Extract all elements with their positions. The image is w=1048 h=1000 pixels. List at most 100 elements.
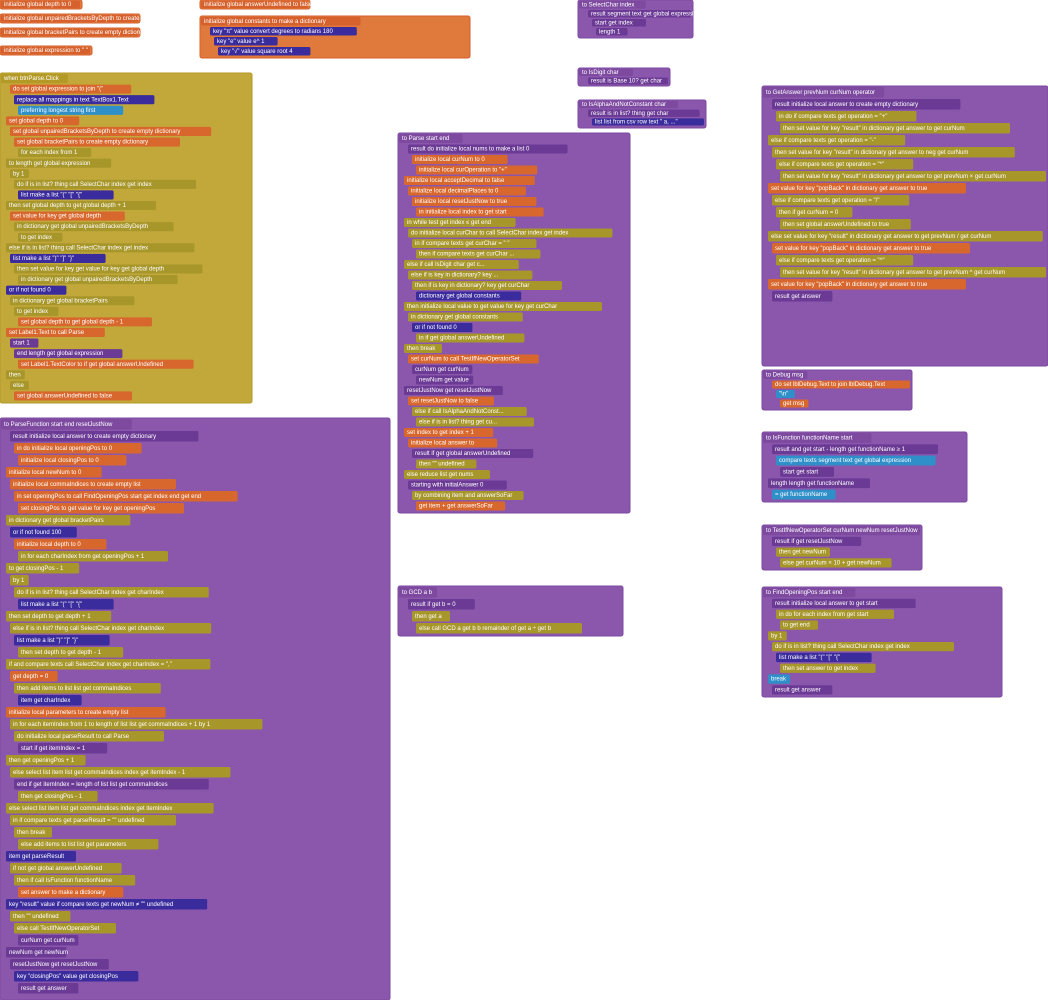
block-row	[780, 123, 1010, 134]
block-text: list make a list ")" "]" "}"	[13, 256, 74, 262]
block-group[interactable]: to GCD a b result if get b = 0 then get a e…	[397, 585, 624, 637]
block-row	[588, 77, 668, 85]
block-text: set global depth to get global depth - 1	[21, 319, 124, 325]
block-row	[14, 779, 209, 790]
block-header: to Parse start end	[402, 136, 449, 142]
block-text: initialize local closingPos to 0	[21, 458, 99, 464]
block-row	[780, 267, 1046, 278]
block-group[interactable]: to IsDigit char result is Base 10? get ch…	[577, 67, 671, 87]
block-group[interactable]: to FindOpeningPos start end result initia…	[761, 586, 1003, 698]
block-row	[1, 47, 90, 54]
block-text: else set value for key "result" in dicti…	[771, 234, 991, 240]
block-text: set index to get index + 1	[407, 430, 475, 436]
block-row	[776, 652, 872, 663]
block-row	[412, 281, 562, 290]
block-group[interactable]: initialize global bracketPairs to create…	[0, 27, 148, 38]
block-text: else	[13, 383, 25, 389]
block-row	[404, 302, 602, 311]
block-row	[6, 158, 112, 168]
block-row	[412, 407, 527, 416]
block-row	[18, 695, 82, 706]
block-row	[404, 218, 516, 227]
block-row	[14, 443, 142, 454]
block-text: then break	[17, 830, 46, 836]
block-row	[18, 551, 168, 562]
block-row	[6, 285, 67, 295]
block-text: set value for key "popBack" in dictionar…	[775, 246, 932, 252]
block-text: do set global expression to join "("	[13, 87, 103, 93]
block-text: in initialize local index to get start	[419, 210, 507, 216]
block-group[interactable]: to IsFunction functionName start result a…	[761, 431, 968, 503]
block-text: or if not found 0	[415, 325, 457, 331]
block-group[interactable]: to SelectChar index result segment text g…	[577, 0, 700, 39]
block-row	[18, 275, 178, 285]
block-group[interactable]: to GetAnswer prevNum curNum operator resu…	[761, 85, 1048, 367]
block-group[interactable]: initialize global constants to make a di…	[199, 15, 471, 59]
block-text: initialize local newNum to 0	[9, 470, 82, 476]
block-row	[768, 279, 966, 290]
block-row	[776, 111, 917, 122]
block-text: initialize local depth to 0	[17, 542, 81, 548]
block-text: newNum get newNum	[9, 950, 68, 956]
block-text: else if is in list? thing call SelectCha…	[13, 626, 164, 632]
block-row	[776, 159, 914, 170]
block-row	[763, 433, 872, 443]
block-row	[6, 116, 80, 126]
block-row	[412, 365, 473, 374]
block-row	[10, 623, 212, 634]
block-row	[10, 126, 212, 136]
block-text: in if get global answerUndefined	[419, 336, 504, 342]
block-row	[416, 165, 538, 175]
block-row	[1, 29, 138, 36]
block-row	[6, 899, 208, 910]
block-row	[776, 390, 795, 398]
block-group[interactable]: to Debug msg do set lblDebug.Text to join…	[761, 369, 913, 411]
block-text: else call TestIfNewOperatorSet	[17, 926, 100, 932]
block-group[interactable]: to IsAlphaAndNotConstant char result is i…	[577, 99, 707, 129]
block-text: item get charIndex	[21, 698, 70, 704]
block-group[interactable]: initialize global answerUndefined to fal…	[199, 0, 313, 10]
block-header: to Debug msg	[766, 373, 803, 379]
block-text: get depth = 0	[13, 674, 49, 680]
block-header: to FindOpeningPos start end	[766, 590, 842, 596]
block-group[interactable]: initialize global expression to " "	[0, 45, 93, 56]
block-row	[18, 983, 79, 994]
block-text: result if get global answerUndefined	[415, 451, 510, 457]
block-text: item get parseResult	[9, 854, 64, 860]
block-text: then set value for key "result" in dicti…	[783, 126, 965, 132]
block-text: set Label1.Text to call Parse	[9, 330, 85, 336]
block-header: to IsDigit char	[582, 70, 619, 76]
block-row	[780, 620, 818, 630]
block-text: in do if compare texts get operation = "…	[779, 114, 887, 120]
block-text: or if not found 0	[9, 288, 51, 294]
block-row	[10, 959, 109, 970]
block-text: start if get itemIndex = 1	[21, 746, 86, 752]
block-group[interactable]: initialize global depth to 0	[0, 0, 83, 10]
block-row	[10, 380, 29, 390]
block-row	[6, 707, 166, 718]
block-text: by 1	[13, 578, 25, 584]
block-text: in dictionary get global bracketPairs	[13, 298, 108, 304]
block-group[interactable]: to ParseFunction start end resetJustNow r…	[0, 417, 391, 1000]
block-text: length length get functionName	[771, 481, 855, 487]
block-group[interactable]: to Parse start end result do initialize l…	[397, 132, 631, 514]
block-text: result initialize local answer to get st…	[775, 601, 878, 607]
block-row	[772, 444, 938, 455]
block-row	[404, 386, 503, 395]
block-row	[10, 84, 132, 94]
block-text: by combining item and answerSoFar	[415, 493, 512, 499]
block-group[interactable]: when btnParse.Click do set global express…	[0, 72, 253, 404]
block-text: then set answer to get index	[783, 666, 858, 672]
block-header: initialize global unpairedBracketsByDept…	[4, 16, 185, 22]
block-text: in do for each index from get start	[779, 612, 869, 618]
block-row	[18, 791, 98, 802]
block-text: in do initialize local openingPos to 0	[17, 446, 113, 452]
block-text: in dictionary get global bracketPairs	[9, 518, 104, 524]
block-text: set global depth to 0	[9, 118, 64, 124]
block-text: replace all mappings in text TextBox1.Te…	[17, 97, 129, 103]
block-text: dictionary get global constants	[419, 294, 500, 300]
block-row	[772, 489, 836, 500]
block-group[interactable]: initialize global unpairedBracketsByDept…	[0, 13, 185, 24]
block-text: then get openingPos + 1	[9, 758, 75, 764]
block-group[interactable]: to TestIfNewOperatorSet curNum newNum re…	[761, 524, 923, 571]
